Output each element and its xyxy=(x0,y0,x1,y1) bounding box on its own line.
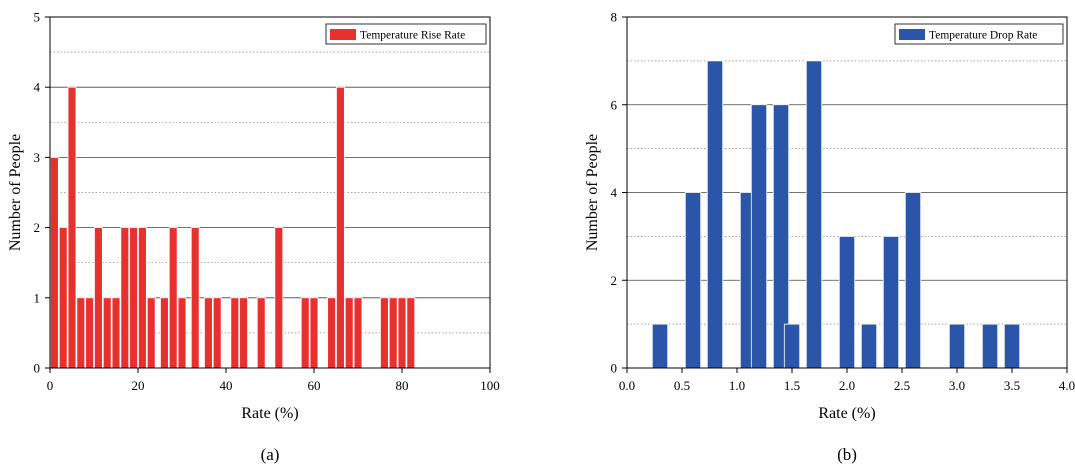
chart-a-legend-swatch xyxy=(330,29,356,40)
chart-a-bar xyxy=(353,297,363,369)
chart-a-panel-label: (a) xyxy=(261,445,280,464)
chart-a-bar xyxy=(327,297,336,369)
chart-a-legend-box xyxy=(325,23,487,45)
chart-b-x-tick-label: 3.5 xyxy=(1004,378,1020,393)
chart-a-bar xyxy=(212,297,222,369)
chart-b-bar xyxy=(783,323,801,369)
chart-a-bar xyxy=(138,227,147,369)
chart-b-panel-label: (b) xyxy=(837,445,857,464)
chart-a-bar xyxy=(336,86,345,369)
chart-b-x-tick-label: 2.5 xyxy=(894,378,910,393)
chart-b-legend-label: Temperature Drop Rate xyxy=(929,30,1037,42)
chart-a-bar xyxy=(76,297,86,369)
chart-a-bar xyxy=(230,297,240,369)
chart-a-plot-frame xyxy=(49,16,491,369)
chart-a-x-axis-title: Rate (%) xyxy=(241,405,298,422)
chart-a-bar xyxy=(111,297,121,369)
chart-b-x-ticks: 0.0 0.5 1.0 1.5 2.0 2.5 3.0 3.5 4.0 xyxy=(619,368,1075,393)
chart-b-y-ticks: 0 2 4 6 8 xyxy=(611,10,627,376)
chart-a-bar xyxy=(102,297,112,369)
chart-panel-b: 0.0 0.5 1.0 1.5 2.0 2.5 3.0 3.5 4.0 0 2 4 6 8 Temper… xyxy=(584,10,1075,465)
chart-b-legend-swatch xyxy=(899,29,925,40)
chart-a-bar xyxy=(120,227,130,369)
chart-b-x-tick-label: 4.0 xyxy=(1059,378,1075,393)
chart-b-bar xyxy=(805,60,823,369)
chart-b-bar xyxy=(750,104,768,369)
chart-b-y-tick-label: 6 xyxy=(611,97,618,112)
chart-b-legend-box xyxy=(894,23,1064,45)
chart-b-bar xyxy=(1003,323,1021,369)
chart-a-x-tick-label: 100 xyxy=(480,378,500,393)
chart-b-y-tick-label: 8 xyxy=(611,10,618,25)
chart-a-grid xyxy=(50,51,490,334)
chart-b-x-tick-label: 1.5 xyxy=(784,378,800,393)
chart-b-bar xyxy=(860,323,878,369)
chart-a-x-ticks: 0 20 40 60 80 100 xyxy=(47,368,500,393)
chart-a-bar xyxy=(256,297,266,369)
chart-a-x-tick-label: 40 xyxy=(220,378,233,393)
chart-b-bar xyxy=(904,192,922,369)
chart-a-bar xyxy=(146,297,156,369)
chart-a-bar xyxy=(67,86,77,369)
chart-a-bar xyxy=(50,156,59,369)
chart-b-bar xyxy=(882,235,900,369)
chart-a-bar xyxy=(239,297,248,369)
chart-b-bar xyxy=(706,60,724,369)
chart-a-bar xyxy=(309,297,319,369)
chart-a-bar xyxy=(380,297,389,369)
chart-a-bar xyxy=(344,297,354,369)
chart-a-bar xyxy=(204,297,213,369)
chart-b-bar xyxy=(684,192,702,369)
chart-a-bar xyxy=(388,297,398,369)
chart-a-bar xyxy=(274,227,284,369)
chart-b-x-tick-label: 3.0 xyxy=(949,378,965,393)
chart-a-y-tick-label: 2 xyxy=(34,220,41,235)
chart-a-bar xyxy=(58,227,68,369)
chart-a-bar xyxy=(177,297,187,369)
chart-b-bars xyxy=(651,60,1021,369)
chart-a-x-tick-label: 60 xyxy=(308,378,321,393)
chart-b-x-tick-label: 2.0 xyxy=(839,378,855,393)
chart-b-x-tick-label: 1.0 xyxy=(729,378,745,393)
chart-a-x-tick-label: 0 xyxy=(47,378,54,393)
chart-a-bars xyxy=(50,86,416,369)
chart-b-y-tick-label: 4 xyxy=(611,185,618,200)
chart-a-x-tick-label: 20 xyxy=(132,378,145,393)
chart-a-y-axis-title: Number of People xyxy=(7,134,24,251)
chart-a-bar xyxy=(168,227,178,369)
chart-b-y-tick-label: 0 xyxy=(611,361,618,376)
chart-a-bar xyxy=(94,227,103,369)
chart-a-bar xyxy=(190,227,200,369)
chart-a-y-tick-label: 1 xyxy=(34,290,41,305)
chart-a-bar xyxy=(85,297,94,369)
chart-a-bar xyxy=(129,227,138,369)
chart-a-y-tick-label: 0 xyxy=(34,361,41,376)
chart-a-bar xyxy=(397,297,407,369)
chart-a-bar xyxy=(300,297,310,369)
chart-a-legend: Temperature Rise Rate xyxy=(325,23,487,45)
chart-a-y-tick-label: 3 xyxy=(34,150,41,165)
chart-b-y-axis-title: Number of People xyxy=(584,134,601,251)
chart-b-y-tick-label: 2 xyxy=(611,273,618,288)
chart-b-bar xyxy=(838,235,856,369)
chart-b-legend: Temperature Drop Rate xyxy=(894,23,1064,45)
chart-b-bar xyxy=(651,323,669,369)
chart-panel-a: 0 20 40 60 80 100 0 1 2 3 4 5 Temperature Rise Rat… xyxy=(7,10,500,465)
chart-a-y-tick-label: 4 xyxy=(34,80,41,95)
chart-b-x-tick-label: 0.0 xyxy=(619,378,635,393)
chart-a-bar xyxy=(406,297,416,369)
chart-a-y-ticks: 0 1 2 3 4 5 xyxy=(34,10,50,376)
chart-a-bar xyxy=(160,297,169,369)
chart-b-x-axis-title: Rate (%) xyxy=(818,405,875,422)
chart-a-x-tick-label: 80 xyxy=(396,378,409,393)
chart-a-y-tick-label: 5 xyxy=(34,10,41,25)
chart-a-legend-label: Temperature Rise Rate xyxy=(360,30,465,42)
chart-b-bar xyxy=(981,323,999,369)
chart-b-x-tick-label: 0.5 xyxy=(674,378,690,393)
chart-b-bar xyxy=(948,323,966,369)
